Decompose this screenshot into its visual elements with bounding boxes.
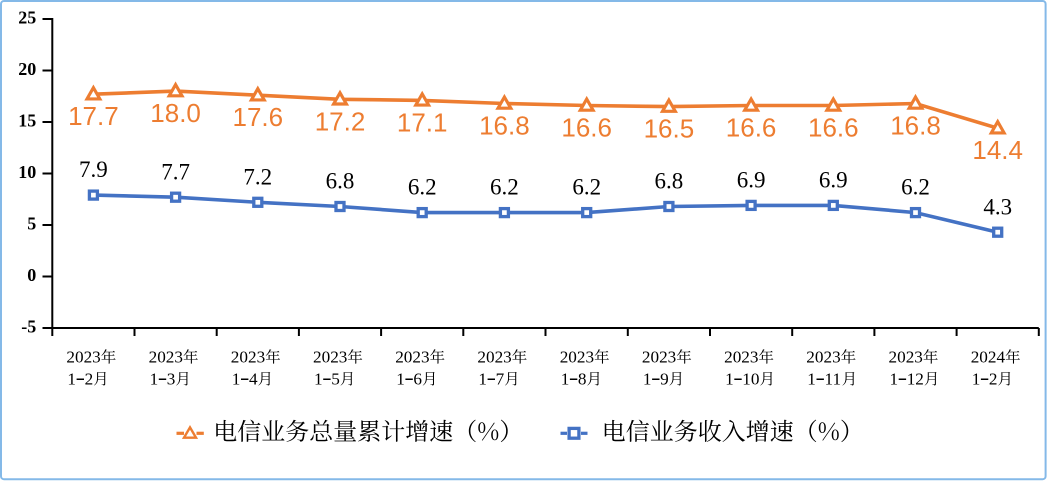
svg-text:6.8: 6.8 bbox=[655, 169, 684, 194]
svg-text:17.2: 17.2 bbox=[315, 106, 366, 136]
svg-text:7.2: 7.2 bbox=[243, 164, 272, 189]
svg-text:2023: 2023 bbox=[642, 348, 676, 367]
svg-text:7.7: 7.7 bbox=[161, 159, 190, 184]
svg-text:8: 8 bbox=[578, 369, 587, 388]
svg-text:2: 2 bbox=[85, 369, 94, 388]
svg-text:5: 5 bbox=[331, 369, 340, 388]
svg-text:1: 1 bbox=[150, 369, 159, 388]
svg-text:2023: 2023 bbox=[66, 348, 100, 367]
svg-text:11: 11 bbox=[825, 369, 842, 388]
svg-text:10: 10 bbox=[742, 369, 759, 388]
svg-text:7: 7 bbox=[496, 369, 505, 388]
svg-text:1: 1 bbox=[396, 369, 405, 388]
svg-text:9: 9 bbox=[660, 369, 669, 388]
svg-text:2023: 2023 bbox=[149, 348, 183, 367]
svg-text:2023: 2023 bbox=[889, 348, 923, 367]
svg-text:6.2: 6.2 bbox=[490, 175, 519, 200]
svg-text:3: 3 bbox=[167, 369, 176, 388]
svg-text:16.8: 16.8 bbox=[890, 111, 941, 141]
svg-text:2023: 2023 bbox=[806, 348, 840, 367]
svg-text:2023: 2023 bbox=[395, 348, 429, 367]
svg-text:2023: 2023 bbox=[724, 348, 758, 367]
svg-text:6.9: 6.9 bbox=[737, 168, 766, 193]
svg-text:7.9: 7.9 bbox=[79, 157, 108, 182]
svg-text:2024: 2024 bbox=[971, 348, 1006, 367]
svg-text:6.2: 6.2 bbox=[572, 175, 601, 200]
svg-text:14.4: 14.4 bbox=[972, 135, 1023, 165]
svg-text:16.6: 16.6 bbox=[726, 113, 777, 143]
svg-text:1: 1 bbox=[807, 369, 816, 388]
svg-text:1: 1 bbox=[643, 369, 652, 388]
svg-text:1: 1 bbox=[972, 369, 981, 388]
svg-text:16.6: 16.6 bbox=[561, 113, 612, 143]
svg-text:6.2: 6.2 bbox=[901, 175, 930, 200]
svg-text:17.1: 17.1 bbox=[397, 107, 448, 137]
svg-text:12: 12 bbox=[907, 369, 924, 388]
svg-text:4.3: 4.3 bbox=[983, 194, 1012, 219]
svg-text:4: 4 bbox=[249, 369, 258, 388]
svg-text:1: 1 bbox=[561, 369, 570, 388]
svg-text:1: 1 bbox=[890, 369, 899, 388]
svg-text:2023: 2023 bbox=[231, 348, 265, 367]
svg-text:2: 2 bbox=[989, 369, 998, 388]
svg-text:18.0: 18.0 bbox=[150, 98, 201, 128]
svg-text:16.6: 16.6 bbox=[808, 113, 859, 143]
svg-text:5: 5 bbox=[27, 214, 36, 234]
svg-text:2023: 2023 bbox=[313, 348, 347, 367]
svg-text:6.2: 6.2 bbox=[408, 175, 437, 200]
svg-text:1: 1 bbox=[67, 369, 76, 388]
svg-text:6.8: 6.8 bbox=[326, 169, 355, 194]
svg-text:1: 1 bbox=[314, 369, 323, 388]
svg-text:10: 10 bbox=[18, 162, 36, 182]
svg-text:20: 20 bbox=[18, 59, 36, 79]
svg-text:0: 0 bbox=[27, 265, 36, 285]
svg-text:1: 1 bbox=[232, 369, 241, 388]
svg-text:25: 25 bbox=[18, 8, 36, 28]
svg-text:6.9: 6.9 bbox=[819, 168, 848, 193]
svg-text:16.5: 16.5 bbox=[644, 114, 695, 144]
svg-text:17.7: 17.7 bbox=[68, 101, 119, 131]
svg-text:1: 1 bbox=[478, 369, 487, 388]
svg-text:16.8: 16.8 bbox=[479, 111, 530, 141]
svg-text:2023: 2023 bbox=[560, 348, 594, 367]
svg-text:1: 1 bbox=[725, 369, 734, 388]
svg-text:2023: 2023 bbox=[477, 348, 511, 367]
svg-text:6: 6 bbox=[413, 369, 422, 388]
svg-text:-5: -5 bbox=[21, 317, 36, 337]
svg-text:17.6: 17.6 bbox=[232, 102, 283, 132]
svg-text:15: 15 bbox=[18, 111, 36, 131]
